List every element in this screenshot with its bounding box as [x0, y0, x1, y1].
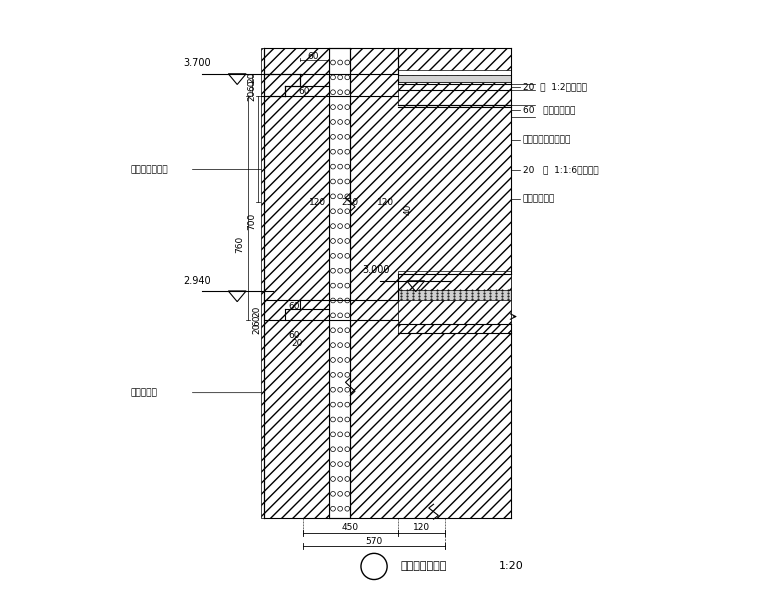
Bar — [261, 48, 329, 518]
Text: 1:20: 1:20 — [499, 562, 524, 571]
Text: 60: 60 — [308, 52, 319, 61]
Text: 40: 40 — [404, 203, 413, 215]
Text: 60   厚炉渣混凝土: 60 厚炉渣混凝土 — [523, 105, 575, 115]
Text: 700: 700 — [248, 213, 257, 230]
Text: 570: 570 — [366, 537, 383, 546]
Bar — [315, 48, 511, 518]
Text: 450: 450 — [342, 523, 359, 533]
Text: 20: 20 — [291, 339, 302, 349]
Text: 刷白色涂料: 刷白色涂料 — [130, 388, 157, 397]
Text: 120: 120 — [378, 198, 394, 207]
Bar — [329, 48, 350, 518]
Bar — [397, 290, 511, 300]
Text: 20: 20 — [252, 306, 261, 318]
Text: 60: 60 — [252, 315, 261, 327]
Text: 120: 120 — [413, 523, 430, 533]
Bar — [397, 271, 511, 327]
Text: 60: 60 — [288, 331, 299, 340]
Text: 120: 120 — [309, 198, 326, 207]
Text: 3.000: 3.000 — [363, 265, 390, 275]
Bar — [397, 82, 511, 105]
Text: 3.700: 3.700 — [184, 58, 211, 68]
Text: 20: 20 — [252, 322, 261, 334]
Text: 60: 60 — [288, 302, 299, 311]
Text: 山墙一层顶线角: 山墙一层顶线角 — [401, 562, 447, 571]
Text: 20: 20 — [248, 89, 257, 101]
Text: 刷白明色涂料: 刷白明色涂料 — [523, 195, 555, 204]
Text: 乳白色外墙面砖: 乳白色外墙面砖 — [130, 165, 168, 174]
Text: 20   厚  1:1:6混合砂浆: 20 厚 1:1:6混合砂浆 — [523, 165, 598, 174]
Text: 20: 20 — [248, 71, 257, 83]
Bar — [397, 75, 511, 82]
Text: 现浇钢筋混凝土楼板: 现浇钢筋混凝土楼板 — [523, 135, 572, 145]
Text: 60: 60 — [248, 80, 257, 92]
Text: 760: 760 — [236, 236, 245, 252]
Text: 20  厚  1:2水泥砂浆: 20 厚 1:2水泥砂浆 — [523, 82, 587, 92]
Bar — [397, 324, 511, 333]
Bar — [397, 70, 511, 75]
Text: 250: 250 — [342, 198, 359, 207]
Text: 2.940: 2.940 — [184, 275, 211, 286]
Text: 60: 60 — [299, 86, 310, 96]
